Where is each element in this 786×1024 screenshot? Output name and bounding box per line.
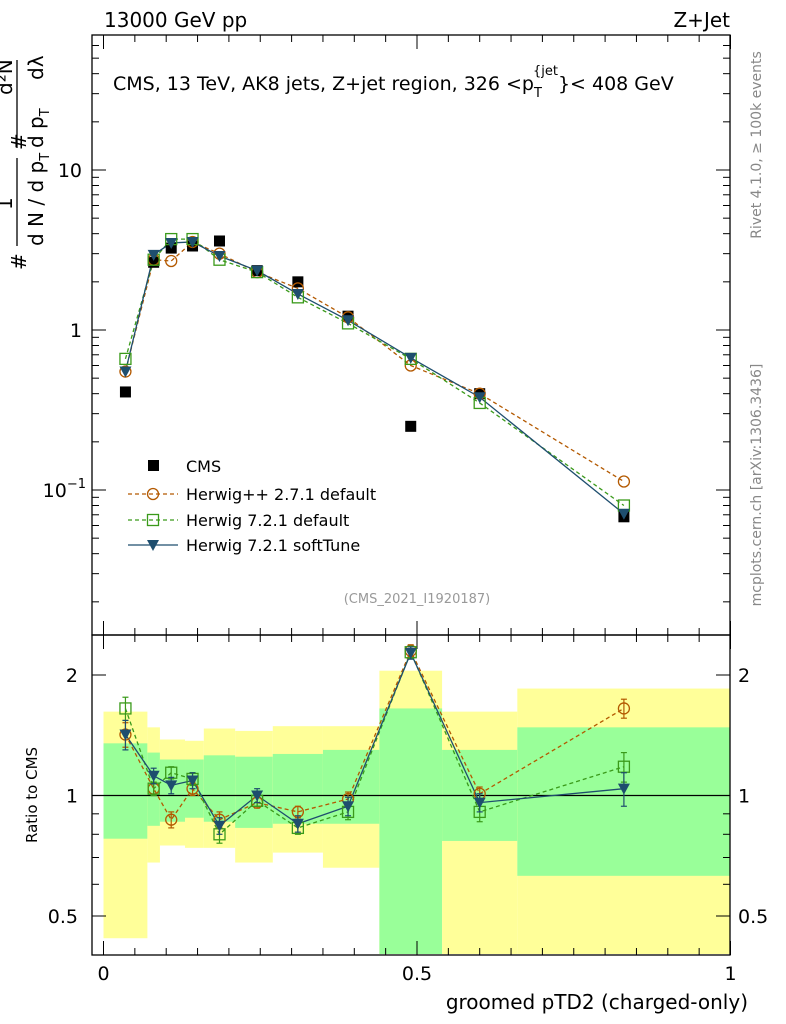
y-tick-label: 1 bbox=[70, 320, 82, 342]
ylabel-denominator-dndpt: d N / d pT bbox=[24, 153, 53, 246]
softtune-point bbox=[165, 780, 178, 792]
y-tick-label: 10−1 bbox=[43, 477, 86, 502]
softtune-point bbox=[291, 818, 304, 830]
herwigpp-point bbox=[617, 702, 631, 715]
softtune-point bbox=[213, 251, 226, 263]
ratio-band-inner bbox=[103, 743, 148, 839]
softtune-point bbox=[147, 249, 160, 261]
ratio-band-inner bbox=[379, 708, 443, 954]
x-tick-label: 0.5 bbox=[402, 963, 432, 985]
softtune-point bbox=[165, 237, 178, 249]
cms-data-point bbox=[119, 386, 131, 398]
legend-marker-herwig721 bbox=[146, 513, 160, 527]
ratio-panel-markers bbox=[119, 644, 631, 844]
softtune-point bbox=[342, 315, 355, 327]
x-tick-label: 0 bbox=[97, 963, 109, 985]
softtune-point bbox=[617, 508, 630, 520]
cms-data-point bbox=[405, 420, 417, 432]
main-panel-ylabel: # 1 d N / d pT # d²N d pT dλ bbox=[0, 55, 53, 270]
analysis-watermark: (CMS_2021_I1920187) bbox=[344, 592, 491, 607]
legend-label-herwigpp: Herwig++ 2.7.1 default bbox=[186, 485, 376, 504]
softtune-point bbox=[291, 288, 304, 300]
herwig721-point bbox=[119, 352, 132, 366]
ylabel-hash-mid: # bbox=[7, 133, 31, 150]
ratio-y-tick-label-right: 1 bbox=[738, 786, 750, 808]
softtune-point bbox=[473, 797, 486, 809]
legend-marker-softtune bbox=[147, 540, 159, 551]
ratio-ylabel: Ratio to CMS bbox=[23, 747, 41, 843]
ratio-y-tick-label-left: 2 bbox=[66, 665, 78, 687]
legend-marker-herwigpp bbox=[146, 487, 160, 501]
cms-data-point bbox=[148, 256, 160, 268]
cms-data-point bbox=[213, 235, 225, 247]
header-energy-label: 13000 GeV pp bbox=[104, 8, 247, 32]
softtune-point bbox=[404, 352, 417, 364]
y-tick-label: 10 bbox=[58, 160, 82, 182]
softtune-point bbox=[186, 236, 199, 248]
herwigpp-line bbox=[124, 241, 625, 483]
herwigpp-point bbox=[617, 475, 631, 488]
ratio-panel-frame bbox=[91, 634, 731, 956]
ratio-y-tick-label-left: 0.5 bbox=[48, 906, 78, 928]
softtune-point bbox=[251, 790, 264, 802]
softtune-point bbox=[617, 783, 630, 795]
ratio-y-tick-label-left: 1 bbox=[66, 786, 78, 808]
ylabel-denominator-dpt: d pT bbox=[24, 108, 53, 148]
ylabel-numerator-d2n: d²N bbox=[0, 59, 17, 95]
legend-marker-cms bbox=[148, 460, 159, 471]
ylabel-numerator-one: 1 bbox=[0, 197, 17, 210]
ylabel-hash-left: # bbox=[7, 253, 31, 270]
main-panel-markers bbox=[119, 232, 631, 523]
legend-label-softtune: Herwig 7.2.1 softTune bbox=[186, 536, 360, 555]
title-superscript: {jet bbox=[533, 64, 558, 79]
softtune-point bbox=[147, 770, 160, 782]
legend: CMS Herwig++ 2.7.1 default Herwig 7.2.1 … bbox=[128, 457, 376, 555]
ratio-y-tick-label-right: 2 bbox=[738, 665, 750, 687]
softtune-point bbox=[213, 820, 226, 832]
softtune-point bbox=[119, 729, 132, 741]
ratio-band-inner bbox=[203, 755, 236, 822]
ratio-y-tick-label-right: 0.5 bbox=[738, 906, 768, 928]
legend-label-cms: CMS bbox=[186, 457, 221, 476]
herwigpp-ratio-line bbox=[124, 649, 625, 821]
softtune-point bbox=[119, 366, 132, 378]
ratio-panel-axes: 0.5 0.5 1 1 2 2 0 0.5 1 bbox=[48, 635, 768, 985]
rivet-version-label: Rivet 4.1.0, ≥ 100k events bbox=[749, 51, 765, 239]
title-rest-text: }< 408 GeV bbox=[558, 73, 674, 95]
herwig721-point bbox=[119, 702, 132, 715]
herwigpp-point bbox=[165, 813, 178, 826]
title-subscript: T bbox=[533, 86, 542, 101]
softtune-point bbox=[404, 647, 417, 659]
herwigpp-point bbox=[165, 254, 178, 268]
softtune-point bbox=[251, 265, 264, 277]
main-panel-title: CMS, 13 TeV, AK8 jets, Z+jet region, 326… bbox=[113, 64, 674, 101]
ylabel-dlambda: dλ bbox=[24, 55, 48, 80]
softtune-point bbox=[342, 801, 355, 813]
mcplots-credit-label: mcplots.cern.ch [arXiv:1306.3436] bbox=[749, 364, 765, 607]
softtune-point bbox=[186, 775, 199, 787]
x-axis-label: groomed pTD2 (charged-only) bbox=[446, 990, 748, 1014]
ratio-uncertainty-bands bbox=[103, 670, 731, 954]
x-tick-label: 1 bbox=[724, 963, 736, 985]
cms-data-point bbox=[292, 276, 304, 288]
legend-label-herwig721: Herwig 7.2.1 default bbox=[186, 511, 349, 530]
softtune-point bbox=[473, 392, 486, 404]
main-panel-axes: 10−1 1 10 bbox=[43, 35, 731, 635]
title-main-text: CMS, 13 TeV, AK8 jets, Z+jet region, 326… bbox=[113, 73, 534, 95]
header-process-label: Z+Jet bbox=[673, 8, 730, 32]
